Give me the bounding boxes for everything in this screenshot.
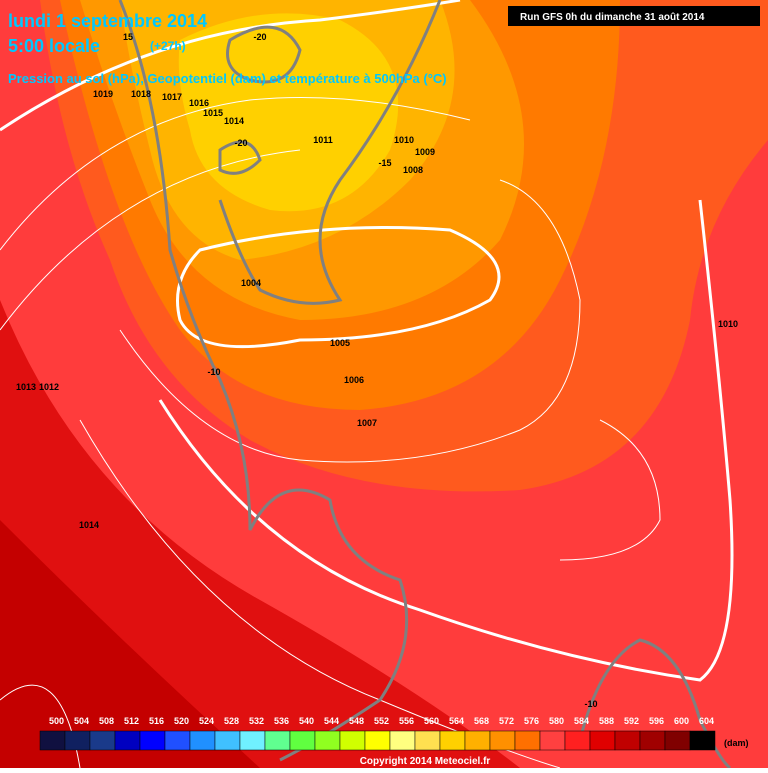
legend-tick-label: 528 [224, 716, 239, 726]
legend-tick-label: 572 [499, 716, 514, 726]
pressure-label: 1008 [403, 165, 423, 175]
legend-tick-label: 560 [424, 716, 439, 726]
legend-swatch [89, 730, 116, 751]
legend-tick-label: 600 [674, 716, 689, 726]
legend-swatch [664, 730, 691, 751]
legend-swatch [289, 730, 316, 751]
legend-tick-label: 584 [574, 716, 589, 726]
pressure-label: 1015 [203, 108, 223, 118]
pressure-label: 1014 [224, 116, 244, 126]
legend-tick-label: 596 [649, 716, 664, 726]
legend-tick-label: 576 [524, 716, 539, 726]
pressure-label: 1011 [313, 135, 333, 145]
legend-tick-label: 556 [399, 716, 414, 726]
temperature-label: -10 [207, 367, 220, 377]
legend-swatch [64, 730, 91, 751]
legend-swatch [439, 730, 466, 751]
run-info: Run GFS 0h du dimanche 31 août 2014 [520, 12, 705, 23]
legend-tick-label: 536 [274, 716, 289, 726]
text-labels: lundi 1 septembre 2014 5:00 locale (+27h… [8, 6, 760, 709]
lead-time: (+27h) [150, 39, 186, 53]
legend: (dam) 500 504 508 512 516 520 524 528 532 536 540 5… [39, 716, 749, 751]
legend-tick-label: 500 [49, 716, 64, 726]
legend-tick-label: 532 [249, 716, 264, 726]
legend-tick-label: 512 [124, 716, 139, 726]
map-title: lundi 1 septembre 2014 [8, 11, 207, 31]
legend-swatch [164, 730, 191, 751]
legend-swatch [464, 730, 491, 751]
legend-tick-label: 568 [474, 716, 489, 726]
pressure-label: 1010 [394, 135, 414, 145]
pressure-label: 1016 [189, 98, 209, 108]
pressure-label: 1012 [39, 382, 59, 392]
legend-tick-label: 552 [374, 716, 389, 726]
legend-swatch [489, 730, 516, 751]
legend-swatch [614, 730, 641, 751]
legend-swatch [114, 730, 141, 751]
temperature-label: -15 [378, 158, 391, 168]
legend-swatch [689, 730, 716, 751]
legend-tick-label: 544 [324, 716, 339, 726]
temperature-label: 15 [123, 32, 133, 42]
pressure-label: 1019 [93, 89, 113, 99]
copyright: Copyright 2014 Meteociel.fr [360, 756, 491, 767]
legend-tick-label: 592 [624, 716, 639, 726]
pressure-label: 1014 [79, 520, 99, 530]
pressure-label: 1017 [162, 92, 182, 102]
pressure-label: 1006 [344, 375, 364, 385]
legend-tick-label: 564 [449, 716, 464, 726]
pressure-label: 1004 [241, 278, 261, 288]
legend-swatch [639, 730, 666, 751]
legend-tick-label: 520 [174, 716, 189, 726]
pressure-label: 1013 [16, 382, 36, 392]
legend-swatch [539, 730, 566, 751]
legend-swatch [389, 730, 416, 751]
run-box [508, 6, 760, 26]
legend-tick-label: 504 [74, 716, 89, 726]
temperature-label: -20 [253, 32, 266, 42]
legend-tick-label: 588 [599, 716, 614, 726]
legend-tick-label: 524 [199, 716, 214, 726]
legend-tick-label: 580 [549, 716, 564, 726]
legend-swatch [139, 730, 166, 751]
pressure-label: 1018 [131, 89, 151, 99]
legend-tick-label: 548 [349, 716, 364, 726]
map-subtitle: 5:00 locale [8, 36, 100, 56]
legend-swatch [39, 730, 66, 751]
legend-tick-label: 508 [99, 716, 114, 726]
pressure-label: 1005 [330, 338, 350, 348]
pressure-label: 1010 [718, 319, 738, 329]
legend-tick-label: 604 [699, 716, 714, 726]
legend-swatch [514, 730, 541, 751]
legend-tick-label: 540 [299, 716, 314, 726]
legend-swatch [214, 730, 241, 751]
legend-swatch [414, 730, 441, 751]
legend-swatch [364, 730, 391, 751]
temperature-contours [118, 0, 732, 770]
temperature-label: -20 [234, 138, 247, 148]
legend-swatch [564, 730, 591, 751]
legend-swatch [589, 730, 616, 751]
temperature-label: -10 [584, 699, 597, 709]
legend-swatch [189, 730, 216, 751]
legend-swatch [239, 730, 266, 751]
legend-swatch [264, 730, 291, 751]
legend-swatch [339, 730, 366, 751]
legend-unit: (dam) [724, 738, 749, 748]
legend-tick-label: 516 [149, 716, 164, 726]
map-description: Pression au sol (hPa), Geopotentiel (dam… [8, 71, 447, 86]
legend-swatch [314, 730, 341, 751]
pressure-label: 1009 [415, 147, 435, 157]
pressure-label: 1007 [357, 418, 377, 428]
